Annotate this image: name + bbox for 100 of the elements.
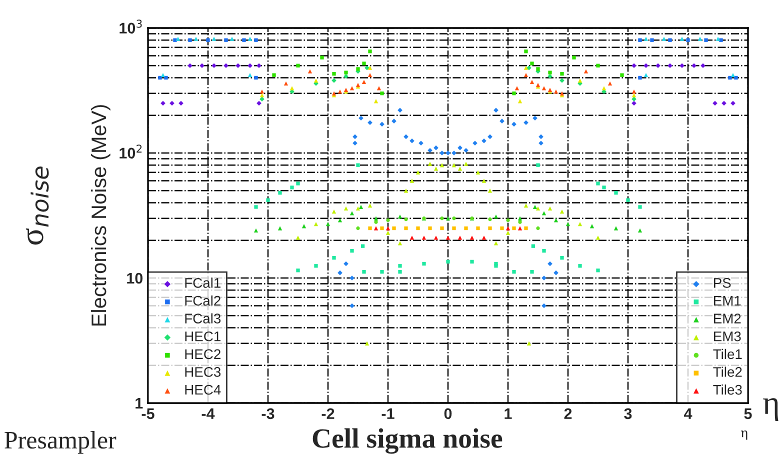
text: Cell sigma noise bbox=[312, 428, 502, 454]
point bbox=[224, 38, 228, 42]
point bbox=[350, 248, 354, 253]
point bbox=[380, 92, 384, 96]
point bbox=[386, 218, 390, 222]
point bbox=[314, 222, 318, 226]
point bbox=[290, 186, 294, 190]
point bbox=[526, 341, 532, 346]
point bbox=[482, 236, 486, 240]
point bbox=[554, 270, 558, 276]
point bbox=[302, 224, 306, 228]
point bbox=[398, 214, 402, 219]
point bbox=[356, 67, 360, 71]
point bbox=[428, 162, 432, 166]
point bbox=[364, 341, 370, 346]
point bbox=[538, 140, 544, 146]
point bbox=[512, 92, 516, 96]
point bbox=[656, 63, 660, 68]
point bbox=[380, 270, 384, 274]
point bbox=[296, 268, 300, 272]
point bbox=[344, 70, 348, 74]
point bbox=[358, 116, 364, 121]
point bbox=[260, 93, 264, 98]
point bbox=[368, 203, 372, 208]
point bbox=[554, 218, 558, 222]
point bbox=[712, 100, 718, 106]
point bbox=[362, 62, 366, 66]
point bbox=[248, 63, 252, 68]
point bbox=[404, 134, 408, 140]
point bbox=[704, 38, 708, 42]
point bbox=[716, 36, 720, 41]
point bbox=[536, 67, 540, 71]
point bbox=[212, 63, 216, 68]
point bbox=[374, 226, 378, 230]
point bbox=[518, 226, 522, 230]
x-tick-label: 5 bbox=[744, 408, 752, 420]
point bbox=[644, 73, 648, 78]
point bbox=[386, 226, 390, 230]
point bbox=[536, 206, 540, 211]
point bbox=[638, 205, 642, 209]
point bbox=[404, 217, 408, 222]
point bbox=[638, 38, 642, 42]
legend-label: FCal3 bbox=[185, 313, 221, 324]
y-tick-label: 10 bbox=[127, 272, 143, 284]
point bbox=[554, 89, 558, 94]
point bbox=[254, 76, 258, 80]
point bbox=[572, 56, 576, 60]
point bbox=[458, 236, 462, 240]
point bbox=[608, 81, 612, 86]
point bbox=[476, 170, 480, 174]
point bbox=[542, 211, 546, 216]
point bbox=[548, 70, 552, 74]
point bbox=[356, 163, 360, 167]
point bbox=[290, 86, 294, 90]
x-tick-label: -2 bbox=[322, 408, 334, 419]
point bbox=[374, 216, 378, 220]
point bbox=[614, 191, 618, 195]
point bbox=[362, 270, 366, 274]
point bbox=[476, 226, 480, 230]
point bbox=[542, 303, 546, 308]
point bbox=[488, 217, 492, 222]
point bbox=[506, 218, 510, 222]
point bbox=[368, 73, 372, 78]
point bbox=[470, 260, 474, 264]
point bbox=[344, 74, 348, 79]
point bbox=[514, 86, 520, 90]
point bbox=[452, 163, 456, 168]
point bbox=[668, 63, 672, 68]
point bbox=[494, 214, 498, 219]
point bbox=[332, 72, 336, 76]
point bbox=[700, 63, 706, 68]
x-tick-label: -4 bbox=[202, 408, 215, 419]
point bbox=[440, 216, 444, 220]
point bbox=[668, 38, 672, 42]
point bbox=[578, 222, 582, 226]
point bbox=[173, 38, 177, 42]
point bbox=[206, 38, 210, 42]
point bbox=[356, 206, 360, 211]
point bbox=[590, 224, 594, 228]
point bbox=[352, 134, 358, 140]
point bbox=[692, 63, 696, 68]
point bbox=[376, 86, 382, 90]
point bbox=[256, 100, 262, 106]
point bbox=[536, 226, 540, 230]
point bbox=[320, 56, 324, 60]
point bbox=[614, 226, 618, 230]
point bbox=[536, 163, 540, 167]
x-axis-title: η bbox=[740, 430, 748, 440]
point bbox=[200, 63, 204, 68]
point bbox=[446, 260, 450, 264]
point bbox=[368, 66, 372, 70]
point bbox=[680, 63, 684, 68]
point bbox=[368, 50, 372, 54]
point bbox=[352, 140, 358, 146]
point bbox=[160, 73, 166, 78]
point bbox=[236, 63, 240, 68]
point bbox=[602, 86, 606, 90]
point bbox=[734, 76, 738, 80]
point bbox=[392, 226, 396, 230]
x-tick-label: 1 bbox=[504, 408, 512, 419]
